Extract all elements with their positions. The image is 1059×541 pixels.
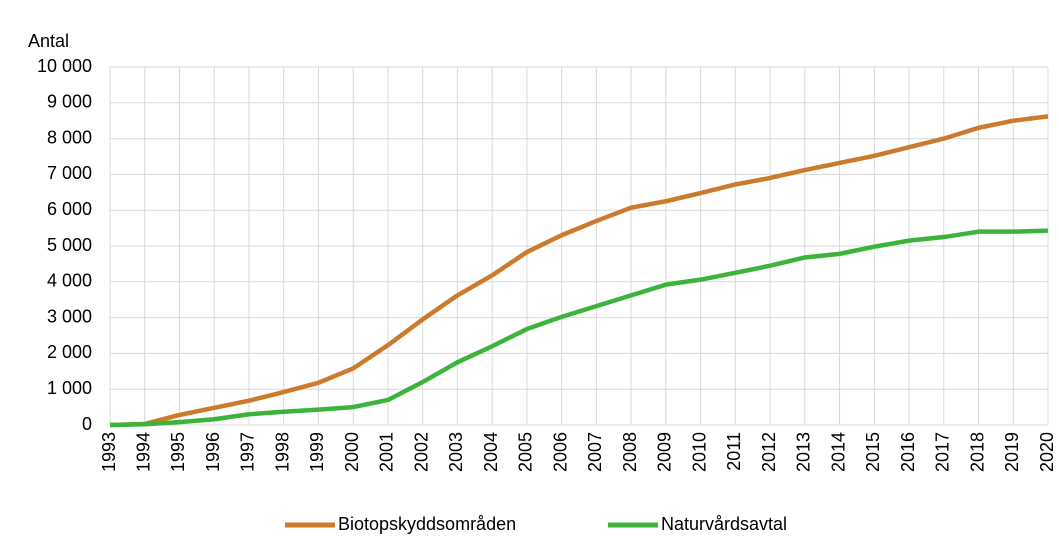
x-tick-label: 2006 (550, 432, 570, 472)
y-tick-label: 2 000 (47, 342, 92, 362)
legend-label: Biotopskyddsområden (338, 514, 516, 534)
x-tick-label: 2005 (516, 432, 536, 472)
y-tick-label: 7 000 (47, 163, 92, 183)
y-tick-label: 3 000 (47, 306, 92, 326)
x-tick-label: 1997 (238, 432, 258, 472)
y-tick-label: 1 000 (47, 378, 92, 398)
x-tick-label: 2002 (411, 432, 431, 472)
x-tick-label: 2019 (1002, 432, 1022, 472)
x-tick-label: 2015 (863, 432, 883, 472)
x-tick-label: 2017 (933, 432, 953, 472)
x-tick-label: 2011 (724, 432, 744, 471)
y-tick-label: 0 (82, 414, 92, 434)
x-tick-label: 2014 (828, 432, 848, 472)
x-tick-label: 2003 (446, 432, 466, 472)
x-tick-label: 2018 (967, 432, 987, 472)
x-tick-label: 2000 (342, 432, 362, 472)
y-tick-label: 8 000 (47, 127, 92, 147)
x-tick-label: 1996 (203, 432, 223, 472)
series-line (109, 228, 1049, 428)
y-tick-label: 9 000 (47, 92, 92, 112)
x-tick-label: 1994 (133, 432, 153, 472)
y-tick-label: 4 000 (47, 271, 92, 291)
series-line (109, 114, 1049, 428)
legend-label: Naturvårdsavtal (661, 514, 787, 534)
x-tick-label: 2012 (759, 432, 779, 472)
x-tick-label: 1998 (272, 432, 292, 472)
x-tick-label: 1995 (168, 432, 188, 472)
x-tick-label: 2007 (585, 432, 605, 472)
x-tick-label: 2020 (1037, 432, 1057, 472)
x-tick-label: 1993 (99, 432, 119, 472)
x-tick-label: 2001 (377, 432, 397, 472)
x-tick-label: 2004 (481, 432, 501, 472)
x-tick-label: 2008 (620, 432, 640, 472)
x-tick-label: 2013 (794, 432, 814, 472)
y-tick-label: 10 000 (37, 56, 92, 76)
x-tick-label: 2016 (898, 432, 918, 472)
y-tick-label: 6 000 (47, 199, 92, 219)
x-tick-label: 2009 (655, 432, 675, 472)
y-tick-label: 5 000 (47, 235, 92, 255)
x-tick-label: 2010 (689, 432, 709, 472)
y-axis-label: Antal (28, 31, 69, 51)
x-tick-label: 1999 (307, 432, 327, 472)
